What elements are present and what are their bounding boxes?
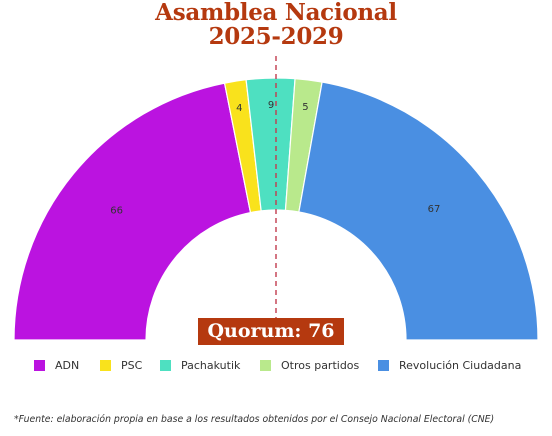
legend: ADN PSC Pachakutik Otros partidos Revolución… — [0, 357, 552, 373]
legend-item-otros-partidos: Otros partidos — [260, 357, 359, 373]
quorum-label: Quorum: 76 — [198, 318, 344, 345]
source-footnote: *Fuente: elaboración propia en base a lo… — [14, 414, 495, 425]
data-label-pachakutik: 9 — [268, 100, 274, 111]
data-label-revolucion-ciudadana: 67 — [428, 204, 441, 215]
legend-swatch — [100, 359, 111, 371]
legend-swatch — [260, 359, 271, 371]
data-label-otros-partidos: 5 — [302, 102, 308, 113]
legend-label: Pachakutik — [181, 358, 241, 372]
legend-swatch — [160, 359, 171, 371]
legend-swatch — [378, 359, 389, 371]
legend-item-pachakutik: Pachakutik — [160, 357, 240, 373]
chart-title-line-2: 2025-2029 — [208, 23, 344, 50]
data-label-adn: 66 — [110, 205, 123, 216]
chart-title-line-1: Asamblea Nacional — [155, 0, 397, 26]
legend-label: PSC — [121, 358, 143, 372]
legend-swatch — [34, 359, 45, 371]
legend-label: Otros partidos — [281, 358, 360, 372]
legend-item-revolucion-ciudadana: Revolución Ciudadana — [378, 357, 521, 373]
legend-label: Revolución Ciudadana — [399, 358, 522, 372]
legend-label: ADN — [55, 358, 80, 372]
seat-segment-revolucion-ciudadana — [298, 81, 539, 341]
seat-segment-adn — [13, 82, 252, 341]
data-label-psc: 4 — [236, 103, 242, 114]
legend-item-adn: ADN — [34, 357, 79, 373]
legend-item-psc: PSC — [100, 357, 142, 373]
